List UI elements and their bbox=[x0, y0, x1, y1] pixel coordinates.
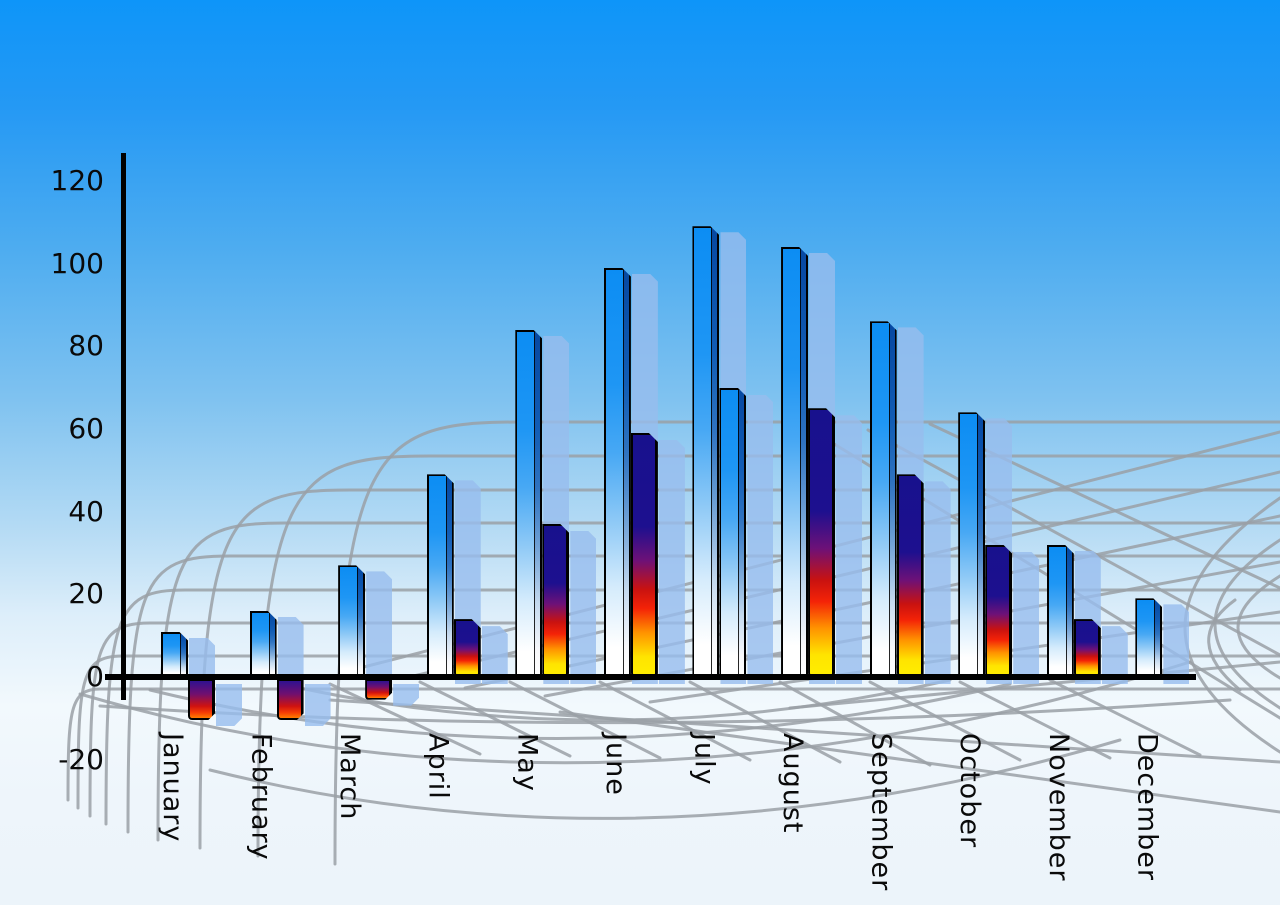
bar-november-series1 bbox=[1047, 545, 1074, 678]
bar-shadow-june-series2 bbox=[659, 440, 685, 684]
y-axis-line bbox=[121, 153, 126, 700]
x-tick-label-february: February bbox=[245, 733, 277, 861]
x-tick-label-august: August bbox=[777, 733, 809, 834]
bar-april-series1 bbox=[427, 474, 454, 678]
bar-may-series2 bbox=[542, 524, 569, 678]
bar-august-series2 bbox=[808, 408, 835, 678]
bar-shadow-may-series2 bbox=[570, 531, 596, 684]
bar-shadow-july-series2 bbox=[747, 395, 773, 684]
x-tick-label-june: June bbox=[599, 733, 631, 796]
y-tick-label-80: 80 bbox=[68, 329, 104, 363]
bar-shadow-december-series1 bbox=[1163, 604, 1189, 684]
x-axis-line bbox=[105, 674, 1196, 680]
y-tick-label-100: 100 bbox=[50, 246, 104, 280]
bar-august-series1 bbox=[781, 247, 808, 678]
bar-february-series2 bbox=[277, 679, 304, 720]
bar-shadow-march-series1 bbox=[366, 571, 392, 684]
bar-shadow-march-series2 bbox=[393, 684, 419, 706]
bar-shadow-october-series2 bbox=[1013, 552, 1039, 684]
bar-june-series2 bbox=[631, 433, 658, 678]
bar-march-series1 bbox=[338, 565, 365, 678]
bar-shadow-september-series2 bbox=[925, 481, 951, 684]
bar-february-series1 bbox=[250, 611, 277, 678]
x-tick-label-january: January bbox=[157, 733, 188, 843]
y-tick-label-0: 0 bbox=[86, 660, 104, 693]
bar-shadow-january-series2 bbox=[216, 684, 242, 726]
x-tick-label-september: September bbox=[865, 733, 897, 892]
x-tick-label-march: March bbox=[334, 733, 366, 821]
bar-september-series1 bbox=[870, 321, 897, 678]
x-tick-label-november: November bbox=[1042, 733, 1074, 882]
bar-shadow-february-series2 bbox=[305, 684, 331, 726]
bar-shadow-august-series2 bbox=[836, 415, 862, 684]
x-tick-label-april: April bbox=[422, 733, 454, 800]
bar-september-series2 bbox=[897, 474, 924, 678]
y-tick-label-60: 60 bbox=[68, 411, 104, 445]
x-tick-label-may: May bbox=[511, 733, 543, 792]
bar-october-series1 bbox=[958, 412, 985, 678]
x-tick-label-october: October bbox=[954, 733, 986, 849]
y-tick-label-40: 40 bbox=[68, 494, 104, 528]
y-tick-label--20: -20 bbox=[58, 742, 104, 776]
x-tick-label-july: July bbox=[688, 733, 720, 786]
bar-october-series2 bbox=[985, 545, 1012, 678]
y-tick-label-120: 120 bbox=[50, 163, 104, 197]
bar-shadow-february-series1 bbox=[278, 617, 304, 684]
bar-january-series2 bbox=[188, 679, 215, 720]
y-tick-label-20: 20 bbox=[68, 577, 104, 611]
bar-july-series2 bbox=[719, 388, 746, 678]
x-tick-label-december: December bbox=[1131, 733, 1163, 882]
bar-june-series1 bbox=[604, 268, 631, 678]
bar-november-series2 bbox=[1074, 619, 1101, 678]
bar-may-series1 bbox=[515, 330, 542, 678]
bar-july-series1 bbox=[692, 226, 719, 678]
bar-december-series1 bbox=[1135, 598, 1162, 678]
